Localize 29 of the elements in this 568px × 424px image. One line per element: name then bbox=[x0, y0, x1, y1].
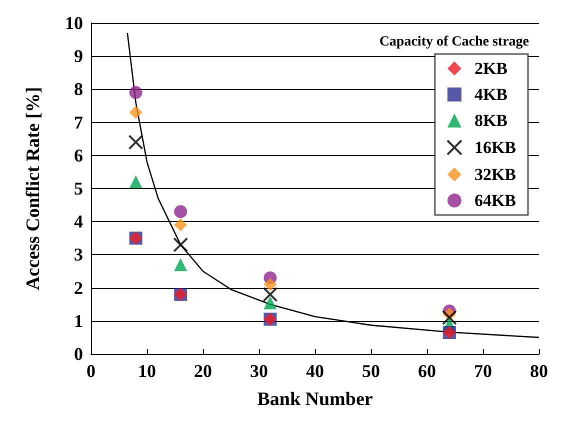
legend-title: Capacity of Cache strage bbox=[379, 34, 529, 50]
x-tick-label: 30 bbox=[250, 361, 268, 381]
x-axis-title: Bank Number bbox=[257, 389, 374, 410]
y-axis-title: Access Conflict Rate [%] bbox=[23, 86, 44, 290]
y-tick-label: 6 bbox=[74, 145, 83, 166]
y-tick-label: 1 bbox=[74, 310, 83, 331]
x-tick-label: 20 bbox=[194, 361, 212, 381]
legend-label: 16KB bbox=[474, 138, 516, 157]
x-tick-label: 10 bbox=[138, 361, 156, 381]
y-tick-label: 4 bbox=[74, 212, 83, 232]
x-tick-label: 0 bbox=[86, 361, 96, 381]
legend-label: 4KB bbox=[474, 85, 508, 104]
legend-label: 64KB bbox=[474, 191, 516, 210]
x-tick-label: 50 bbox=[362, 361, 380, 381]
legend-label: 8KB bbox=[474, 111, 508, 130]
legend-label: 2KB bbox=[474, 59, 508, 78]
y-tick-label: 0 bbox=[74, 344, 83, 364]
y-tick-label: 3 bbox=[74, 244, 83, 265]
y-tick-label: 9 bbox=[74, 46, 83, 66]
y-tick-label: 10 bbox=[65, 13, 83, 33]
x-tick-label: 70 bbox=[474, 361, 492, 381]
x-tick-label: 60 bbox=[418, 361, 436, 381]
y-tick-label: 5 bbox=[74, 178, 83, 198]
y-tick-label: 2 bbox=[74, 278, 83, 298]
legend-label: 32KB bbox=[474, 165, 516, 184]
x-tick-label: 40 bbox=[306, 361, 324, 381]
y-tick-label: 8 bbox=[74, 79, 83, 100]
y-tick-label: 7 bbox=[74, 112, 83, 132]
x-tick-label: 80 bbox=[530, 361, 548, 381]
